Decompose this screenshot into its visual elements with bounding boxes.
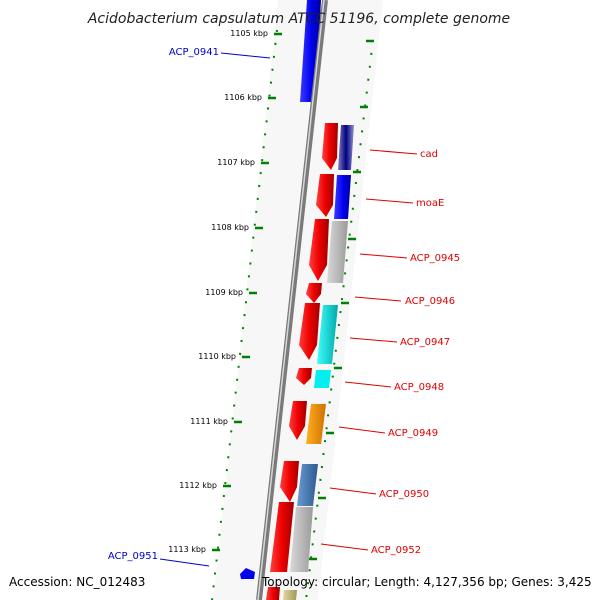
kbp-tick-label: 1106 kbp [224, 93, 262, 102]
gene-label: ACP_0941 [169, 47, 219, 58]
gene-acp-0952-companion [290, 507, 313, 572]
gene-acp-0945 [309, 219, 329, 281]
gene-acp-0945-companion [327, 221, 348, 283]
gene-leader-line [329, 487, 377, 495]
gene-label: ACP_0950 [379, 489, 429, 500]
gene-leader-line [354, 296, 402, 302]
gene-leader-line [338, 426, 386, 434]
gene-leader-line [220, 52, 271, 59]
topology-text: Topology: circular; Length: 4,127,356 bp… [261, 575, 592, 589]
gene-label: ACP_0949 [388, 428, 438, 439]
gene-label: ACP_0948 [394, 382, 444, 393]
gene-label: ACP_0951 [108, 551, 158, 562]
gene-acp-0949 [289, 401, 307, 440]
kbp-tick-label: 1107 kbp [217, 158, 255, 167]
gene-acp-0950-companion [297, 464, 318, 506]
gene-bottom-red [266, 587, 280, 600]
gene-bottom-tan [283, 590, 297, 600]
gene-leader-line [365, 198, 414, 204]
gene-leader-line [320, 543, 369, 551]
gene-acp-0947-companion [317, 305, 338, 364]
gene-acp-0947 [299, 303, 320, 360]
gene-acp-0951 [240, 568, 255, 579]
kbp-tick-label: 1111 kbp [190, 417, 228, 426]
gene-leader-line [359, 253, 408, 259]
gene-leader-line [344, 381, 392, 388]
gene-cad [322, 123, 338, 170]
gene-label: ACP_0947 [400, 337, 450, 348]
gene-label: ACP_0945 [410, 253, 460, 264]
gene-acp-0948-companion [314, 370, 331, 388]
gene-acp-0946 [306, 283, 322, 303]
kbp-tick-label: 1112 kbp [179, 481, 217, 490]
gene-cad-companion [338, 125, 354, 170]
kbp-tick-label: 1105 kbp [230, 29, 268, 38]
gene-label: moaE [416, 198, 444, 209]
gene-leader-line [349, 337, 398, 343]
kbp-tick-label: 1110 kbp [198, 352, 236, 361]
kbp-tick-label: 1109 kbp [205, 288, 243, 297]
outer-dotted-line [211, 29, 374, 600]
gene-features [240, 0, 354, 600]
gene-leader-line [159, 558, 210, 567]
gene-acp-0948 [296, 368, 312, 385]
gene-label: ACP_0952 [371, 545, 421, 556]
map-title: Acidobacterium capsulatum ATCC 51196, co… [87, 11, 510, 27]
genome-backbone [256, 0, 328, 600]
kbp-tick-label: 1113 kbp [168, 545, 206, 554]
accession-text: Accession: NC_012483 [9, 575, 145, 589]
gene-leader-line [369, 149, 418, 155]
gene-acp-0950 [280, 461, 299, 502]
gene-label: ACP_0946 [405, 296, 455, 307]
kbp-tick-label: 1108 kbp [211, 223, 249, 232]
gene-acp-0949-companion [306, 404, 326, 444]
gene-label: cad [420, 149, 438, 160]
gene-moae [316, 174, 334, 217]
kbp-ticks: 1105 kbp 1106 kbp 1107 kbp 1108 kbp 1109 kbp… [168, 29, 374, 561]
gene-acp-0952 [270, 502, 294, 572]
gene-moae-companion [334, 175, 351, 219]
